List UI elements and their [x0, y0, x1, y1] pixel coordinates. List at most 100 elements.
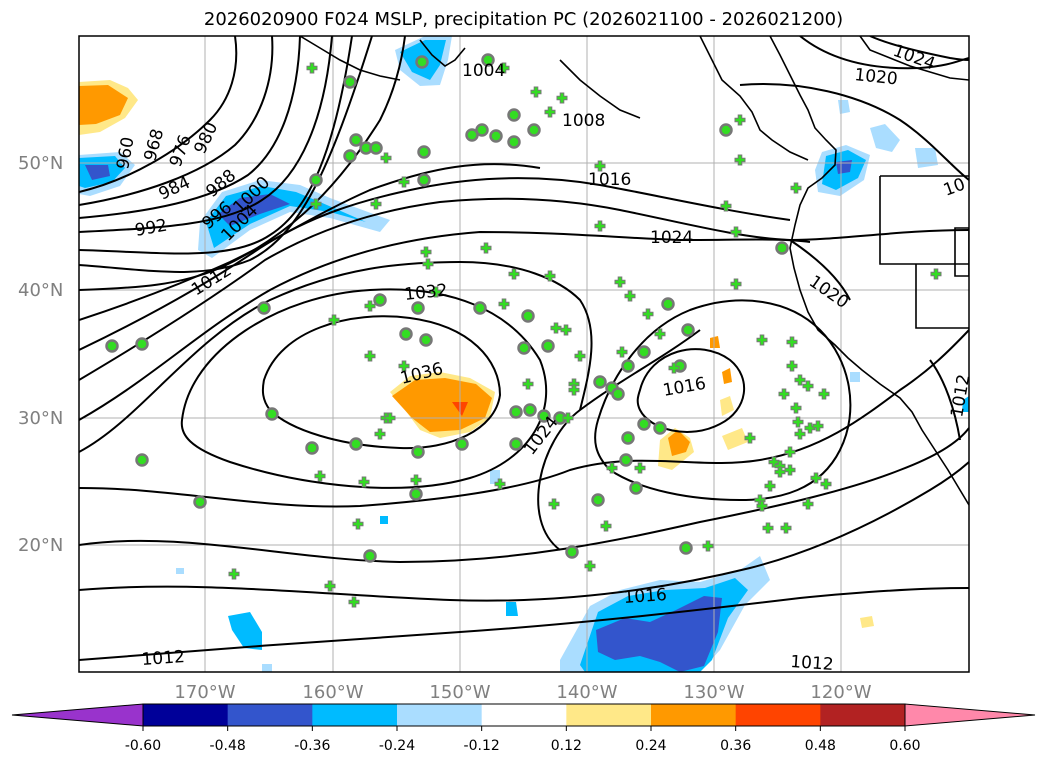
observation-marker	[562, 412, 574, 424]
observation-marker	[702, 540, 714, 552]
observation-marker	[509, 405, 523, 419]
observation-marker	[820, 478, 832, 490]
observation-marker	[720, 200, 732, 212]
observation-marker	[364, 350, 376, 362]
observation-marker	[810, 472, 822, 484]
colorbar-tick-label: -0.36	[294, 738, 330, 754]
observation-marker	[744, 432, 756, 444]
observation-marker	[517, 341, 531, 355]
colorbar-segment	[651, 704, 737, 726]
observation-marker	[930, 268, 942, 280]
observation-marker	[792, 416, 804, 428]
observation-marker	[309, 173, 323, 187]
colorbar-extend-min	[11, 703, 144, 727]
observation-marker	[105, 339, 119, 353]
observation-marker	[305, 441, 319, 455]
colorbar-segments	[11, 703, 1036, 727]
observation-marker	[411, 445, 425, 459]
observation-marker	[489, 129, 503, 143]
observation-marker	[417, 173, 431, 187]
observation-marker	[593, 375, 607, 389]
isobar-label: 1008	[562, 111, 605, 131]
observation-marker	[541, 339, 555, 353]
observation-marker	[661, 297, 675, 311]
observation-marker	[594, 220, 606, 232]
observation-marker	[328, 314, 340, 326]
observation-marker	[257, 301, 271, 315]
observation-marker	[734, 154, 746, 166]
observation-marker	[544, 106, 556, 118]
lat-label-40n: 40°N	[18, 280, 63, 301]
coastlines	[299, 36, 969, 506]
lon-label-150w: 150°W	[429, 682, 490, 703]
observation-marker	[475, 123, 489, 137]
isobar-label: 1012	[141, 647, 186, 670]
colorbar-tick-label: -0.24	[379, 738, 415, 754]
colorbar-segment	[481, 704, 567, 726]
observation-marker	[422, 258, 434, 270]
observation-marker	[784, 446, 796, 458]
observation-marker	[417, 145, 431, 159]
observation-marker	[730, 278, 742, 290]
observation-marker	[600, 520, 612, 532]
observation-marker	[455, 437, 469, 451]
observation-marker	[494, 478, 506, 490]
colorbar-tick-label: -0.60	[125, 738, 161, 754]
observation-marker	[521, 309, 535, 323]
observation-marker	[522, 378, 534, 390]
colorbar-frame	[142, 703, 906, 727]
observation-marker	[794, 428, 806, 440]
observation-marker	[629, 481, 643, 495]
observation-marker	[411, 301, 425, 315]
observation-marker	[193, 495, 207, 509]
map-frame	[78, 35, 970, 673]
observation-marker	[410, 474, 422, 486]
observation-marker	[812, 420, 824, 432]
isobar-label: 1024	[650, 228, 693, 248]
observation-marker	[384, 412, 396, 424]
map-title: 2026020900 F024 MSLP, precipitation PC (…	[203, 9, 844, 30]
observation-marker	[369, 141, 383, 155]
colorbar-segment	[735, 704, 821, 726]
observation-marker	[786, 360, 798, 372]
longitude-labels: 170°W 160°W 150°W 140°W 130°W 120°W	[174, 682, 871, 703]
observation-marker	[621, 359, 635, 373]
colorbar-tick-label: 0.36	[720, 738, 751, 754]
observation-marker	[786, 336, 798, 348]
observation-marker	[802, 498, 814, 510]
colorbar-tick-label: 0.48	[805, 738, 836, 754]
observation-marker	[784, 464, 796, 476]
observation-marker	[762, 522, 774, 534]
colorbar-extend-max	[904, 703, 1036, 727]
observation-marker	[523, 403, 537, 417]
observation-marker	[398, 176, 410, 188]
observation-marker	[265, 407, 279, 421]
observation-marker	[621, 431, 635, 445]
observation-marker	[348, 596, 360, 608]
observation-marker	[498, 298, 510, 310]
observation-marker	[775, 241, 789, 255]
observation-marker	[790, 182, 802, 194]
colorbar-segment	[397, 704, 483, 726]
isobar-label: 1032	[403, 281, 448, 305]
observation-marker	[668, 362, 680, 374]
observation-marker	[774, 466, 786, 478]
observation-marker	[415, 55, 429, 69]
observation-marker	[310, 198, 322, 210]
lat-label-50n: 50°N	[18, 153, 63, 174]
observation-marker	[619, 453, 633, 467]
colorbar-tick-label: -0.48	[210, 738, 246, 754]
observation-marker	[594, 160, 606, 172]
observation-marker	[352, 518, 364, 530]
observation-marker	[135, 453, 149, 467]
colorbar-segment	[312, 704, 398, 726]
lat-label-30n: 30°N	[18, 408, 63, 429]
observation-marker	[565, 545, 579, 559]
observation-marker	[616, 346, 628, 358]
observation-marker	[560, 324, 572, 336]
observation-marker	[349, 437, 363, 451]
observation-marker	[473, 301, 487, 315]
observation-marker	[507, 135, 521, 149]
observation-marker	[399, 327, 413, 341]
